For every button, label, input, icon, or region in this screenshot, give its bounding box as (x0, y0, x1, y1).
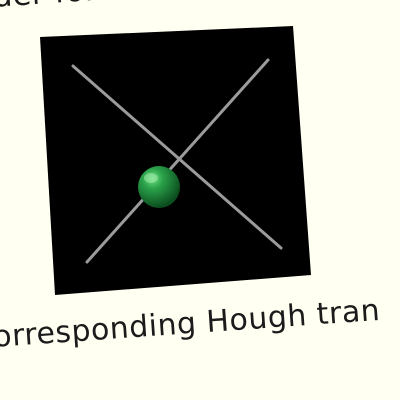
ball-highlight (144, 173, 158, 183)
diagonal-line-2 (85, 58, 270, 264)
green-ball (138, 166, 180, 208)
black-image-board (40, 26, 311, 295)
diagonal-line-1 (71, 64, 283, 250)
